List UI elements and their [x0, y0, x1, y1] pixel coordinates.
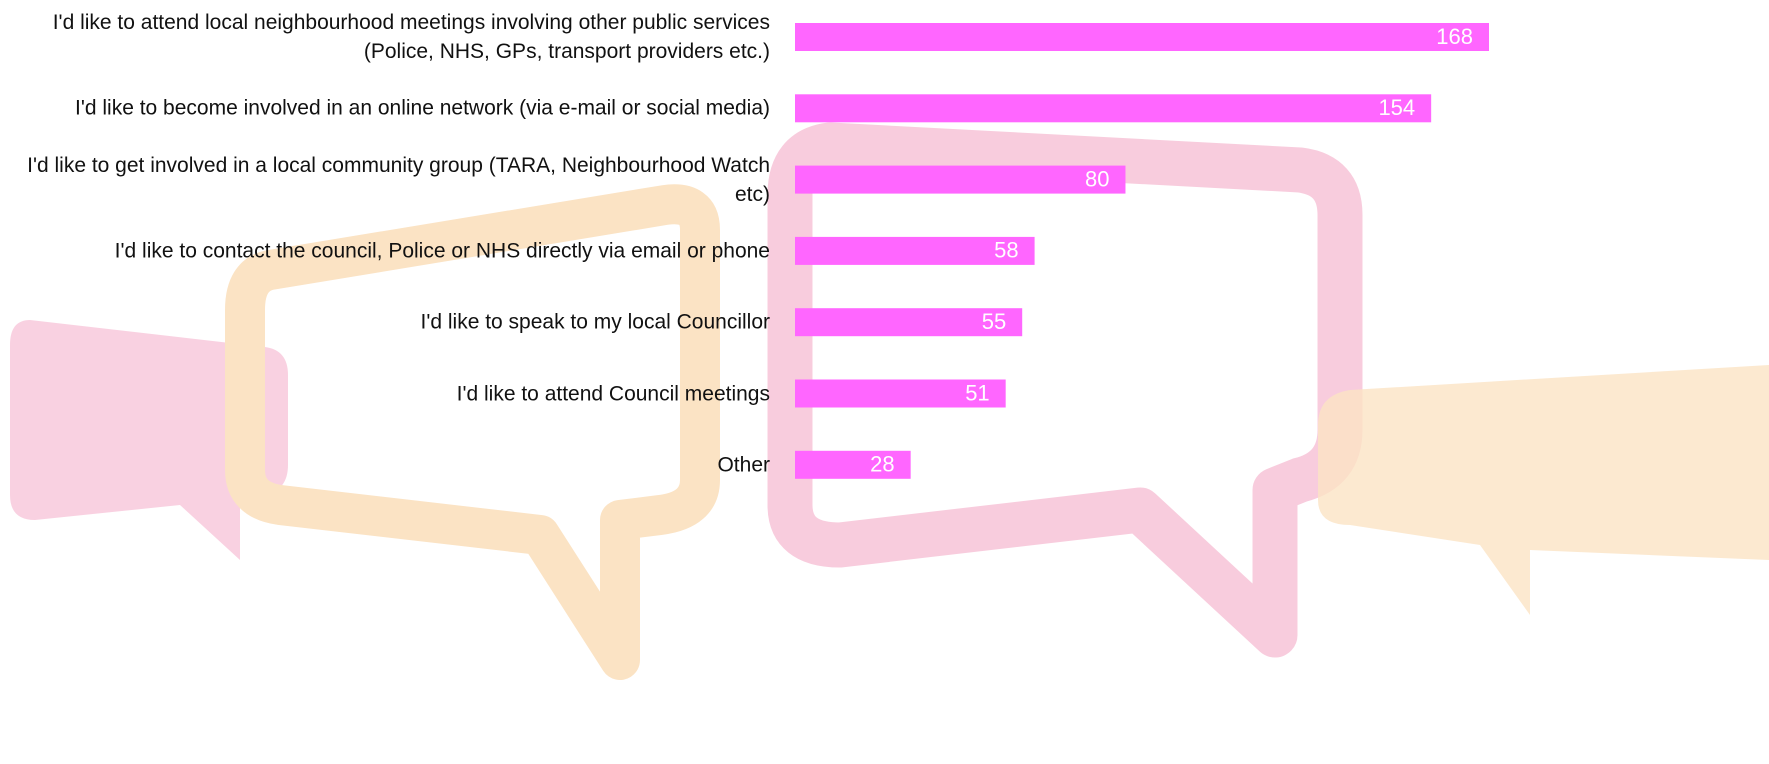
category-label: I'd like to speak to my local Councillor — [420, 310, 771, 334]
category-label: I'd like to attend local neighbourhood m… — [52, 11, 770, 63]
category-label: I'd like to get involved in a local comm… — [27, 153, 770, 206]
bar — [795, 23, 1489, 51]
category-label: I'd like to attend Council meetings — [456, 382, 770, 405]
category-label: I'd like to become involved in an online… — [75, 96, 770, 120]
bar — [795, 236, 1035, 265]
value-label: 28 — [870, 452, 894, 477]
value-label: 80 — [1085, 166, 1109, 191]
bar — [795, 379, 1006, 408]
value-label: 58 — [994, 238, 1018, 263]
category-label: I'd like to contact the council, Police … — [114, 239, 770, 263]
bar — [795, 165, 1126, 194]
value-label: 154 — [1378, 95, 1415, 120]
bar — [795, 308, 1023, 337]
value-label: 55 — [982, 309, 1006, 334]
value-label: 168 — [1436, 24, 1473, 49]
category-label: Other — [717, 453, 770, 477]
value-label: 51 — [965, 380, 989, 405]
bar — [795, 450, 911, 479]
background-decoration — [10, 122, 1769, 680]
bar — [795, 94, 1432, 123]
